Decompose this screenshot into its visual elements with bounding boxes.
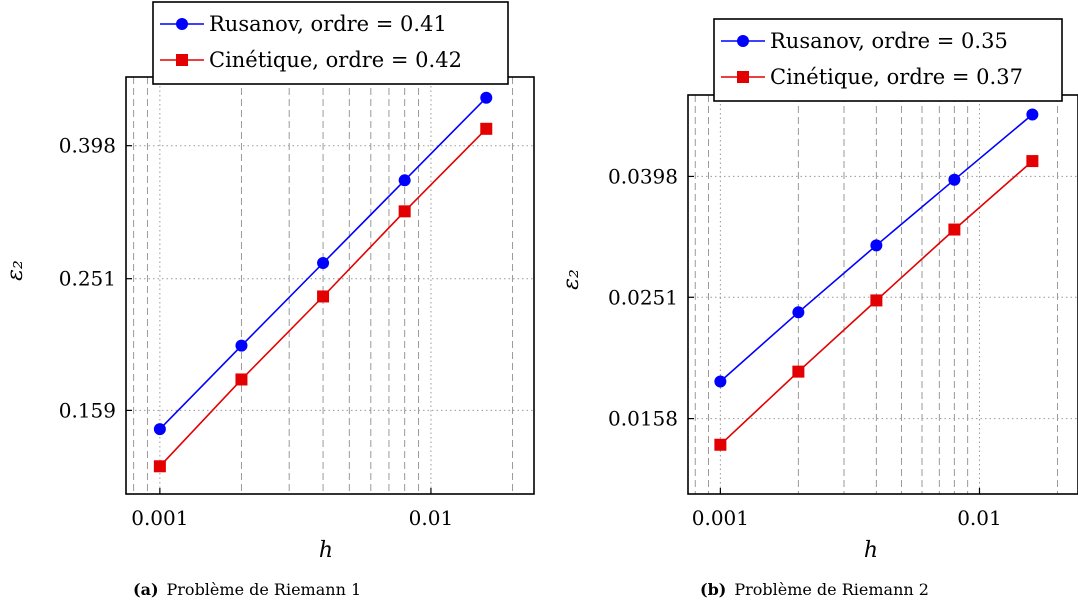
data-point-cinetique [714,438,727,451]
legend-marker-square [176,54,188,66]
data-point-rusanov [1026,108,1039,121]
data-point-cinetique [153,460,166,473]
data-point-cinetique [317,290,330,303]
caption-text-a: Problème de Riemann 1 [167,580,362,599]
legend-box [152,1,509,85]
ticks-b: 0.001 0.01 0.0158 0.0251 0.0398 [608,164,1002,530]
legend-label: Rusanov, ordre = 0.35 [770,29,1008,53]
y-tick-label: 0.0158 [608,407,678,431]
data-point-cinetique [792,365,805,378]
data-point-cinetique [480,122,493,135]
legend-marker-square [737,71,749,83]
x-axis-label-b: h [864,538,878,563]
caption-text-b: Problème de Riemann 2 [734,580,929,599]
series-group-a [153,91,493,473]
data-point-cinetique [870,294,883,307]
legend-label: Cinétique, ordre = 0.37 [770,65,1023,89]
legend-marker-circle [737,35,749,47]
data-point-rusanov [948,173,961,186]
ticks-a: 0.001 0.01 0.159 0.251 0.398 [59,134,453,530]
caption-tag-b: (b) [700,580,726,599]
x-tick-label: 0.001 [692,506,749,530]
caption-tag-a: (a) [133,580,159,599]
data-point-rusanov [870,239,883,252]
legend-label: Rusanov, ordre = 0.41 [209,12,447,36]
legend-label: Cinétique, ordre = 0.42 [209,48,462,72]
data-point-rusanov [480,91,493,104]
data-point-cinetique [235,373,248,386]
y-tick-label: 0.0398 [608,164,678,188]
data-point-cinetique [948,223,961,236]
caption-a: (a) Problème de Riemann 1 [133,580,361,599]
chart-panel-a: 0.001 0.01 0.159 0.251 0.398 h ε₂ Rusanov, o… [3,1,535,599]
y-tick-label: 0.159 [59,398,116,422]
data-point-cinetique [1026,155,1039,168]
data-point-rusanov [792,306,805,319]
legend-marker-circle [176,18,188,30]
grid-a [126,77,534,494]
series-group-b [714,108,1039,451]
x-axis-label-a: h [319,538,333,563]
plot-frame-a [125,76,535,495]
data-point-cinetique [398,205,411,218]
data-point-rusanov [317,257,330,270]
chart-panel-b: 0.001 0.01 0.0158 0.0251 0.0398 h ε₂ Rusanov… [559,18,1078,599]
x-tick-label: 0.001 [131,506,188,530]
x-tick-label: 0.01 [957,506,1002,530]
data-point-rusanov [235,339,248,352]
y-tick-label: 0.0251 [608,285,678,309]
x-tick-label: 0.01 [409,506,454,530]
legend-b: Rusanov, ordre = 0.35 Cinétique, ordre = … [713,18,1063,102]
y-axis-label-b: ε₂ [559,269,584,290]
data-point-rusanov [714,375,727,388]
data-point-rusanov [153,423,166,436]
legend-box [713,18,1063,102]
caption-b: (b) Problème de Riemann 2 [700,580,929,599]
y-tick-label: 0.398 [59,134,116,158]
legend-a: Rusanov, ordre = 0.41 Cinétique, ordre = … [152,1,509,85]
data-point-rusanov [398,174,411,187]
y-axis-label-a: ε₂ [3,260,28,281]
y-tick-label: 0.251 [59,267,116,291]
